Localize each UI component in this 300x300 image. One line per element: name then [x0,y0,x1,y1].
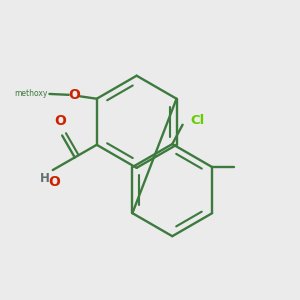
Text: H: H [40,172,50,185]
Text: methoxy: methoxy [15,89,48,98]
Text: O: O [69,88,81,102]
Text: O: O [55,114,67,128]
Text: O: O [48,176,60,189]
Text: Cl: Cl [190,114,205,127]
